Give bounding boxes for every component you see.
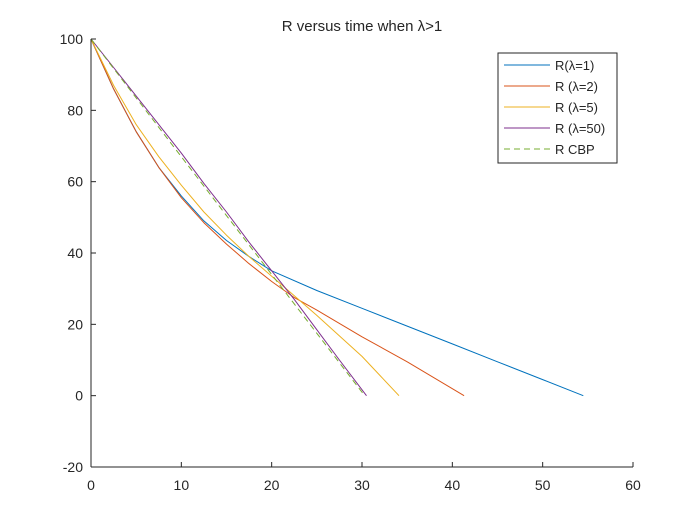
series-line-4 bbox=[90, 38, 367, 397]
x-tick-label-6: 60 bbox=[625, 477, 641, 493]
legend: R(λ=1) R (λ=2) R (λ=5) R (λ=50) R CBP bbox=[497, 52, 618, 164]
y-tick-label-1: 0 bbox=[75, 388, 83, 404]
y-tick-label-4: 60 bbox=[67, 174, 83, 190]
legend-label-5: R CBP bbox=[555, 142, 595, 157]
chart-title: R versus time when λ>1 bbox=[282, 18, 442, 35]
y-tick-label-3: 40 bbox=[67, 245, 83, 261]
y-tick-label-0: -20 bbox=[63, 459, 83, 475]
legend-label-2: R (λ=2) bbox=[555, 79, 598, 94]
x-tick-label-4: 40 bbox=[445, 477, 461, 493]
series-line-3 bbox=[90, 38, 400, 397]
y-tick-label-5: 80 bbox=[67, 102, 83, 118]
series-line-2 bbox=[90, 38, 465, 397]
series-layer bbox=[90, 38, 584, 397]
x-tick-label-2: 20 bbox=[264, 477, 280, 493]
series-line-5 bbox=[90, 38, 366, 397]
x-tick-label-1: 10 bbox=[174, 477, 190, 493]
legend-label-3: R (λ=5) bbox=[555, 100, 598, 115]
y-tick-label-2: 20 bbox=[67, 316, 83, 332]
legend-label-1: R(λ=1) bbox=[555, 58, 594, 73]
y-tick-label-6: 100 bbox=[60, 31, 84, 47]
legend-label-4: R (λ=50) bbox=[555, 121, 605, 136]
x-tick-label-0: 0 bbox=[87, 477, 95, 493]
x-tick-label-3: 30 bbox=[354, 477, 370, 493]
x-tick-label-5: 50 bbox=[535, 477, 551, 493]
legend-box bbox=[497, 52, 618, 164]
